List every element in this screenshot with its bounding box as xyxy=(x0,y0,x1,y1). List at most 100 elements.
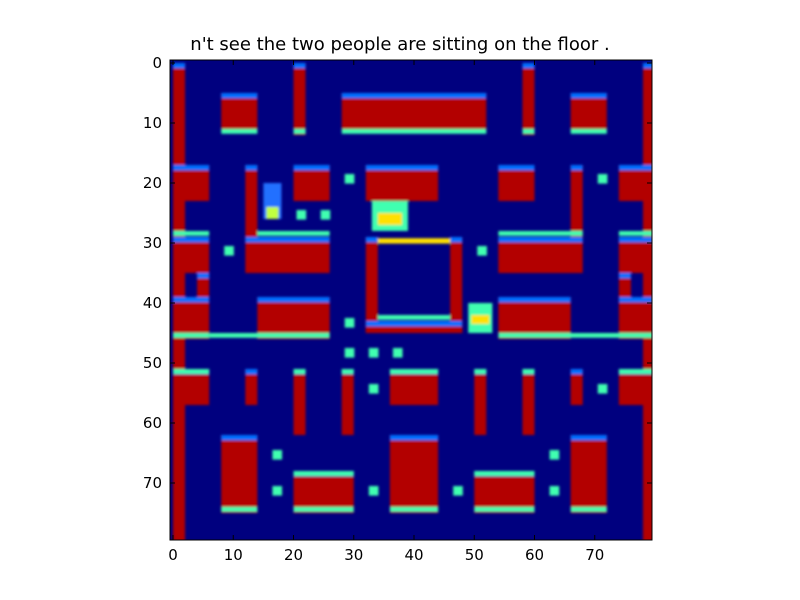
pellet xyxy=(368,348,379,358)
maze-wall-edge xyxy=(221,507,258,512)
pellet xyxy=(453,486,463,496)
pellet xyxy=(368,486,379,496)
x-tick-label: 30 xyxy=(344,546,363,564)
y-tick-label: 0 xyxy=(152,54,162,72)
maze-wall xyxy=(197,273,210,297)
maze-wall-edge xyxy=(197,273,210,279)
maze-wall xyxy=(293,165,330,201)
maze-wall xyxy=(618,165,652,201)
maze-wall xyxy=(450,237,463,333)
maze-wall xyxy=(173,369,210,405)
maze-wall-edge xyxy=(570,165,583,171)
maze-wall-edge xyxy=(618,231,652,236)
y-tick-label: 30 xyxy=(143,234,162,252)
x-tick-label: 70 xyxy=(585,546,604,564)
maze-wall xyxy=(293,369,306,435)
maze-wall-edge xyxy=(642,63,652,69)
maze-wall xyxy=(498,165,535,201)
pellet xyxy=(272,450,283,460)
maze-wall-edge xyxy=(221,435,258,441)
maze-wall-edge xyxy=(570,129,607,134)
pellet xyxy=(392,348,403,358)
pellet xyxy=(368,384,379,394)
maze-wall-edge xyxy=(365,237,378,243)
chart-title: n't see the two people are sitting on th… xyxy=(190,34,610,55)
maze-wall-edge xyxy=(245,369,258,375)
maze-wall xyxy=(365,165,439,201)
maze-wall-edge xyxy=(474,507,535,512)
maze-wall-edge xyxy=(498,333,652,338)
x-tick-label: 50 xyxy=(465,546,484,564)
pellet xyxy=(344,348,355,358)
maze-wall xyxy=(221,93,258,129)
maze-wall-edge xyxy=(570,435,607,441)
maze-wall-edge xyxy=(498,297,571,303)
maze-wall-edge xyxy=(365,165,439,171)
maze-wall xyxy=(173,165,210,201)
maze-wall-edge xyxy=(522,129,535,134)
maze-wall xyxy=(522,369,535,435)
maze-wall-edge xyxy=(209,333,330,338)
maze-wall-edge xyxy=(293,63,306,69)
x-tick-label: 0 xyxy=(168,546,178,564)
maze-wall-edge xyxy=(498,231,583,236)
maze-wall xyxy=(389,369,439,405)
maze-wall-edge xyxy=(450,237,463,243)
maze-wall xyxy=(293,63,306,135)
maze-wall xyxy=(618,297,652,339)
x-tick-label: 20 xyxy=(284,546,303,564)
ghost-sprite-core xyxy=(377,213,402,225)
y-tick-label: 70 xyxy=(143,474,162,492)
maze-wall xyxy=(570,369,583,405)
maze-wall-edge xyxy=(257,231,330,236)
maze-wall-edge xyxy=(245,165,258,171)
maze-wall-edge xyxy=(293,165,330,171)
axis-ticks: 0 10 20 30 40 50 60 70 0 10 20 30 40 50 60 70 xyxy=(143,54,652,564)
maze-wall-edge xyxy=(293,507,354,512)
pellet xyxy=(549,486,560,496)
maze-wall-edge xyxy=(618,369,652,374)
maze-wall xyxy=(498,297,571,339)
maze-wall xyxy=(618,369,652,405)
maze-wall-edge xyxy=(377,315,451,320)
maze-wall xyxy=(618,273,631,297)
pellet xyxy=(477,246,487,256)
maze-wall xyxy=(293,471,354,513)
maze-wall xyxy=(389,435,439,513)
maze-wall-edge xyxy=(618,297,652,303)
maze-wall-edge xyxy=(618,165,652,171)
maze-wall-edge xyxy=(618,237,652,243)
maze-wall-edge xyxy=(389,435,439,441)
maze-wall-edge xyxy=(474,471,535,476)
y-tick-label: 10 xyxy=(143,114,162,132)
maze-wall-edge xyxy=(173,333,210,338)
maze-wall-edge xyxy=(522,369,535,374)
ghost-house-door xyxy=(377,238,451,244)
maze-wall xyxy=(245,165,258,237)
pellet xyxy=(296,210,307,220)
maze-layer xyxy=(173,63,652,540)
maze-wall-edge xyxy=(173,297,210,303)
maze-wall xyxy=(474,369,487,435)
maze-wall xyxy=(173,297,210,339)
maze-wall-edge xyxy=(498,237,583,243)
pellet xyxy=(320,210,331,220)
maze-wall-edge xyxy=(522,63,535,69)
maze-wall xyxy=(618,237,652,273)
maze-wall-edge xyxy=(498,165,535,171)
maze-wall xyxy=(570,93,607,129)
maze-wall-edge xyxy=(570,507,607,512)
maze-wall-edge xyxy=(293,369,306,374)
maze-wall xyxy=(570,165,583,237)
x-tick-label: 10 xyxy=(224,546,243,564)
maze-wall xyxy=(498,237,583,273)
maze-wall-edge xyxy=(341,129,487,134)
pellet xyxy=(597,174,608,184)
maze-wall xyxy=(474,471,535,513)
maze-wall-edge xyxy=(293,471,354,476)
maze-wall xyxy=(173,237,210,273)
maze-wall xyxy=(365,237,378,333)
maze-wall-edge xyxy=(618,273,631,279)
maze-wall-edge xyxy=(293,129,306,134)
